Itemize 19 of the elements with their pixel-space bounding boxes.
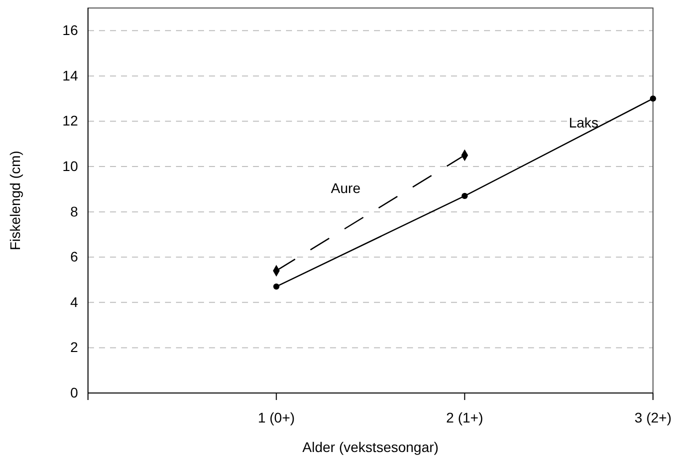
y-tick-label: 8 [70, 203, 78, 220]
x-axis-title: Alder (vekstsesongar) [302, 439, 439, 455]
series-label: Laks [568, 114, 598, 130]
point [273, 283, 280, 290]
x-tick-label: 2 (1+) [446, 410, 484, 426]
y-tick-label: 14 [62, 67, 78, 84]
y-tick-label: 6 [70, 248, 78, 265]
y-tick-label: 2 [70, 339, 78, 356]
point [462, 192, 468, 200]
y-tick-label: 10 [62, 158, 78, 174]
x-tick-label: 3 (2+) [634, 410, 672, 426]
y-tick-label: 12 [62, 112, 78, 129]
y-axis-title: Fiskelengd (cm) [7, 150, 23, 250]
y-tick-label: 0 [70, 384, 78, 400]
x-tick-label: 1 (0+) [258, 410, 295, 426]
series-label: Aure [330, 180, 361, 196]
y-tick-label: 16 [62, 22, 78, 38]
point [650, 96, 656, 102]
y-tick-label: 4 [70, 294, 78, 310]
